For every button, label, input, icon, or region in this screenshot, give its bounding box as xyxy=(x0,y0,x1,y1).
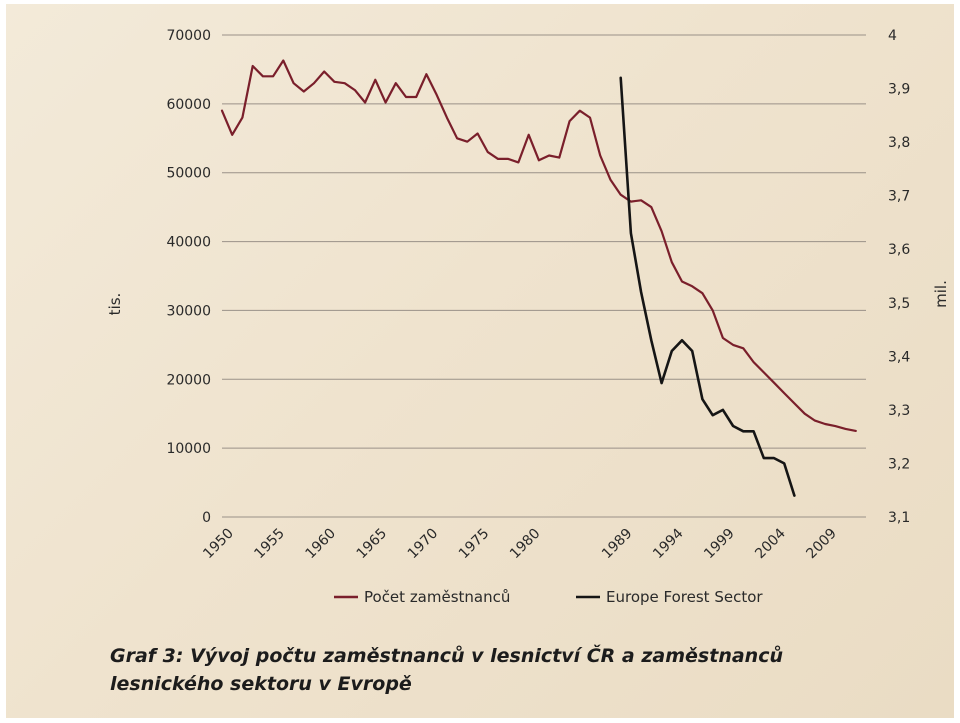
series-line-pocet-zamestnancu xyxy=(220,59,857,432)
x-tick-label: 1989 xyxy=(599,526,636,563)
x-tick-label: 1980 xyxy=(507,526,544,563)
y-left-tick-label: 70000 xyxy=(166,28,211,44)
x-tick-label: 1999 xyxy=(701,526,738,563)
y-left-tick-label: 50000 xyxy=(166,166,211,182)
x-tick-label: 1955 xyxy=(251,526,288,563)
y-right-tick-label: 3,9 xyxy=(888,82,910,98)
y-left-tick-label: 20000 xyxy=(166,372,211,388)
y-axis-left-label: tis. xyxy=(106,293,124,316)
y-axis-left-ticks: 0 10000 20000 30000 40000 50000 60000 70000 xyxy=(166,28,211,526)
y-left-tick-label: 40000 xyxy=(166,235,211,251)
y-right-tick-label: 3,2 xyxy=(888,456,910,472)
y-right-tick-label: 3,1 xyxy=(888,510,910,526)
y-left-tick-label: 60000 xyxy=(166,97,211,113)
y-right-tick-label: 4 xyxy=(888,28,897,44)
x-tick-label: 2004 xyxy=(752,525,789,562)
legend-label-pocet: Počet zaměstnanců xyxy=(364,588,510,606)
x-tick-label: 2009 xyxy=(803,526,840,563)
y-right-tick-label: 3,6 xyxy=(888,242,910,258)
x-tick-label: 1960 xyxy=(303,526,340,563)
y-axis-right-label: mil. xyxy=(932,280,950,308)
x-tick-label: 1994 xyxy=(650,525,687,562)
y-left-tick-label: 0 xyxy=(202,510,211,526)
y-right-tick-label: 3,4 xyxy=(888,349,910,365)
figure-caption: Graf 3: Vývoj počtu zaměstnanců v lesnic… xyxy=(110,645,783,695)
x-tick-label: 1950 xyxy=(200,526,237,563)
series-layer xyxy=(220,59,857,497)
y-axis-right-ticks: 3,1 3,2 3,3 3,4 3,5 3,6 3,7 3,8 3,9 4 xyxy=(888,28,910,526)
y-left-tick-label: 10000 xyxy=(166,441,211,457)
legend: Počet zaměstnanců Europe Forest Sector xyxy=(334,588,763,606)
y-left-tick-label: 30000 xyxy=(166,303,211,319)
gridlines xyxy=(222,34,866,518)
chart: 0 10000 20000 30000 40000 50000 60000 70000 3,1… xyxy=(106,28,950,606)
y-right-tick-label: 3,8 xyxy=(888,135,910,151)
series-line-europe-forest-sector xyxy=(619,76,796,497)
x-axis-ticks: 1950 1955 1960 1965 1970 1975 1980 1989 1994 1999… xyxy=(200,525,840,562)
y-right-tick-label: 3,5 xyxy=(888,296,910,312)
y-right-tick-label: 3,3 xyxy=(888,403,910,419)
legend-label-europe: Europe Forest Sector xyxy=(606,588,763,606)
y-right-tick-label: 3,7 xyxy=(888,189,910,205)
x-tick-label: 1975 xyxy=(456,526,493,563)
page: 0 10000 20000 30000 40000 50000 60000 70000 3,1… xyxy=(6,4,954,718)
x-tick-label: 1965 xyxy=(354,526,391,563)
x-tick-label: 1970 xyxy=(405,526,442,563)
